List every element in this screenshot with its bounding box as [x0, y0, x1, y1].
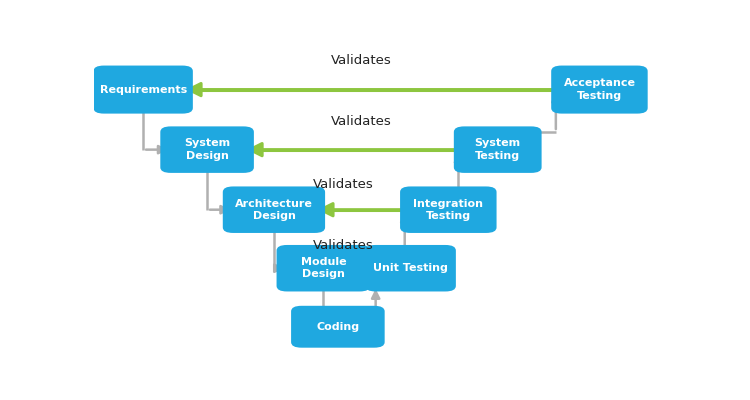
FancyBboxPatch shape [400, 186, 496, 233]
FancyBboxPatch shape [160, 126, 254, 173]
FancyBboxPatch shape [94, 66, 193, 114]
FancyBboxPatch shape [454, 126, 542, 173]
Text: Integration
Testing: Integration Testing [413, 198, 483, 221]
Text: Validates: Validates [331, 54, 392, 67]
Text: Unit Testing: Unit Testing [373, 263, 448, 273]
Text: System
Testing: System Testing [475, 138, 520, 161]
FancyBboxPatch shape [291, 306, 385, 348]
FancyBboxPatch shape [223, 186, 325, 233]
Text: Acceptance
Testing: Acceptance Testing [563, 78, 635, 101]
Text: Architecture
Design: Architecture Design [235, 198, 313, 221]
FancyBboxPatch shape [277, 245, 370, 292]
Text: Coding: Coding [316, 322, 359, 332]
Text: Validates: Validates [314, 239, 374, 252]
Text: Validates: Validates [314, 178, 374, 191]
Text: System
Design: System Design [184, 138, 230, 161]
Text: Module
Design: Module Design [301, 257, 346, 280]
Text: Validates: Validates [331, 116, 392, 128]
Text: Requirements: Requirements [100, 84, 187, 94]
FancyBboxPatch shape [365, 245, 456, 292]
FancyBboxPatch shape [551, 66, 648, 114]
